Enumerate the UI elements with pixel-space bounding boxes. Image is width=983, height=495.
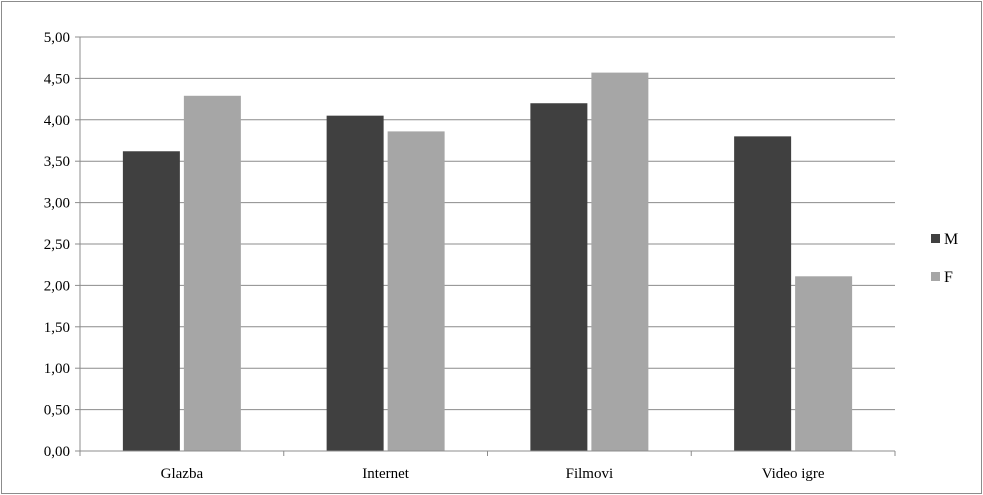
x-tick-labels: Glazba Internet Filmovi Video igre [161,466,825,482]
y-tick-label: 0,50 [44,403,70,419]
y-tick-label: 3,00 [44,196,70,212]
y-tick-label: 4,00 [44,113,70,129]
x-tick-label: Internet [362,466,409,482]
x-tick-label: Video igre [762,466,825,482]
y-tick-label: 1,00 [44,361,70,377]
legend: MF [931,231,958,286]
axes [75,36,896,456]
bar-f-0 [183,95,241,452]
y-tick-label: 4,50 [44,71,70,87]
y-tick-label: 3,50 [44,154,70,170]
y-tick-label: 5,00 [44,30,70,46]
bar-f-3 [795,276,853,451]
legend-label-f: F [944,269,953,286]
y-tick-label: 0,00 [44,444,70,460]
y-tick-label: 1,50 [44,320,70,336]
bar-m-2 [530,103,588,452]
y-tick-labels: 0,00 0,50 1,00 1,50 2,00 2,50 3,00 3,50 4,00 4,50… [44,30,70,460]
bar-f-2 [591,72,649,451]
x-tick-label: Glazba [161,466,204,482]
bar-m-1 [326,115,384,451]
bar-m-3 [734,136,792,452]
y-tick-label: 2,00 [44,278,70,294]
bar-m-0 [122,151,180,451]
bars [122,72,853,452]
legend-label-m: M [944,231,958,248]
bar-f-1 [387,131,445,451]
legend-swatch-m [931,234,940,243]
y-tick-label: 2,50 [44,237,70,253]
legend-swatch-f [931,272,940,281]
x-tick-label: Filmovi [566,466,614,482]
